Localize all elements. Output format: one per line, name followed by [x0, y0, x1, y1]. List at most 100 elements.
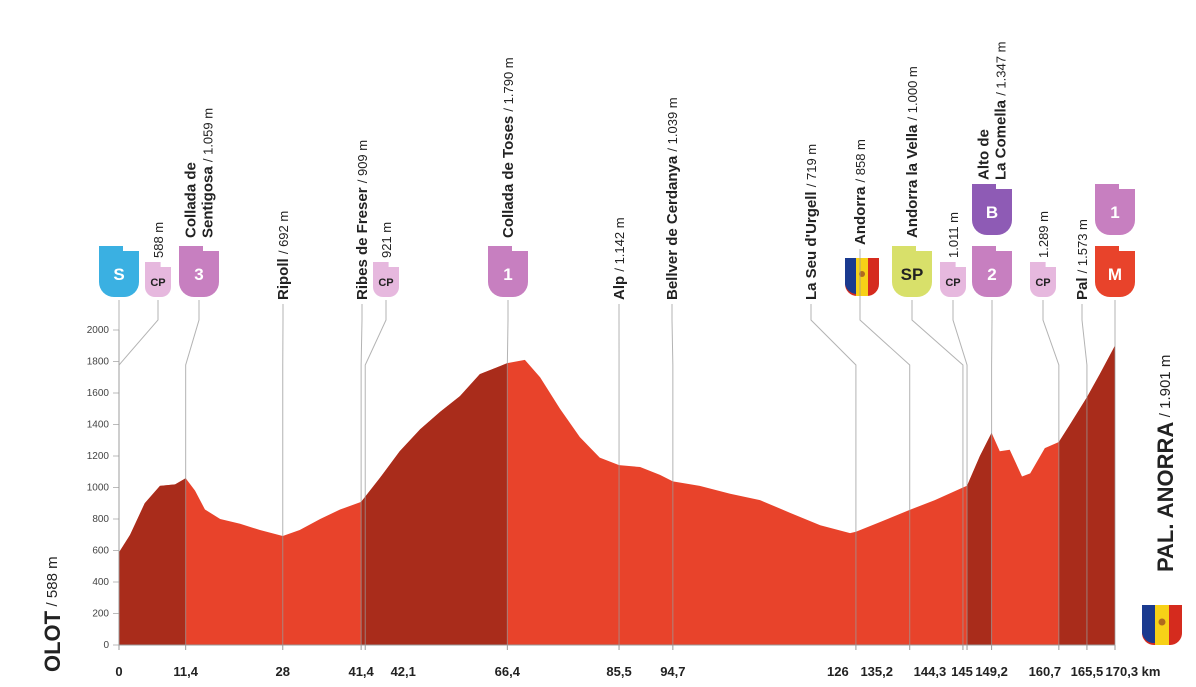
place-altitude: / 588 m: [44, 556, 61, 606]
waypoint-altitude: / 692 m: [276, 211, 291, 254]
icon: 1: [488, 246, 528, 297]
x-tick-label: 66,4: [495, 664, 521, 679]
place-label: PAL. ANORRA / 1.901 m: [1153, 355, 1178, 572]
place-label: OLOT / 588 m: [40, 556, 65, 672]
waypoint-name: Collada de: [182, 162, 199, 238]
waypoint-altitude: 1.289 m: [1036, 211, 1051, 258]
icon-label: CP: [150, 277, 165, 289]
icon-shape: [488, 251, 528, 297]
x-tick-label: 41,4: [348, 664, 374, 679]
icon: CP: [145, 262, 171, 297]
icon-shape: [940, 267, 966, 297]
waypoint-altitude: / 1.000 m: [905, 66, 920, 120]
icon-label: CP: [378, 277, 393, 289]
y-tick-label: 1400: [87, 420, 110, 431]
y-tick-label: 0: [103, 640, 109, 651]
icon-shape: [1030, 267, 1056, 297]
waypoint-label: 1.289 m: [1036, 211, 1051, 258]
waypoint-label: Bellver de Cerdanya / 1.039 m: [664, 97, 681, 300]
waypoint-altitude: / 1.790 m: [501, 57, 516, 111]
icon-shape: [1095, 189, 1135, 235]
waypoint-name: Pal: [1074, 277, 1091, 300]
waypoint-name: La Comella: [992, 99, 1009, 180]
icon-notch: [488, 246, 512, 251]
x-tick-label: 85,5: [606, 664, 631, 679]
waypoint-line: [1081, 304, 1088, 645]
icon-label: 1: [1110, 203, 1119, 222]
y-tick-label: 200: [92, 609, 109, 620]
waypoint-line: [118, 300, 159, 645]
waypoint-line: [671, 304, 674, 645]
y-tick-label: 600: [92, 546, 109, 557]
icon-shape: [179, 251, 219, 297]
icon-label: 3: [194, 265, 203, 284]
waypoint-altitude: / 1.059 m: [200, 108, 215, 162]
icon-notch: [892, 246, 916, 251]
x-tick-label: 42,1: [391, 664, 416, 679]
icon-shape: [99, 251, 139, 297]
icon-shape: [892, 251, 932, 297]
x-tick-label: 94,7: [660, 664, 685, 679]
place-name: PAL. ANORRA: [1153, 422, 1178, 572]
x-tick-label: 149,2: [975, 664, 1008, 679]
waypoint-line: [952, 300, 968, 645]
y-tick-label: 800: [92, 514, 109, 525]
waypoint-label: Andorra / 858 m: [852, 139, 869, 245]
icon: CP: [1030, 262, 1056, 297]
waypoint-label: Collada de Toses / 1.790 m: [500, 57, 517, 238]
waypoint-altitude: / 858 m: [853, 139, 868, 182]
waypoint-label: La Seu d'Urgell / 719 m: [803, 144, 820, 300]
x-tick-label: 11,4: [173, 664, 198, 679]
waypoint-name: Collada de Toses: [500, 116, 517, 238]
waypoint-altitude: / 1.039 m: [665, 97, 680, 151]
waypoint-line: [810, 304, 857, 645]
x-tick-label: 28: [276, 664, 290, 679]
waypoint-altitude: / 1.142 m: [612, 217, 627, 271]
icon: S: [99, 246, 139, 297]
x-tick-label: 160,7: [1029, 664, 1062, 679]
icon-label: CP: [1035, 277, 1050, 289]
waypoint-label: Sentigosa / 1.059 m: [199, 108, 216, 238]
icon-notch: [179, 246, 203, 251]
icon: B: [972, 184, 1012, 235]
waypoint-altitude: / 909 m: [355, 140, 370, 183]
waypoint-label: Pal / 1.573 m: [1074, 219, 1091, 300]
icon-shape: [145, 267, 171, 297]
icon-notch: [1095, 246, 1119, 251]
waypoint-name: Bellver de Cerdanya: [664, 155, 681, 300]
waypoint-name: Alp: [611, 276, 628, 300]
icon: 1: [1095, 184, 1135, 235]
waypoint-altitude: / 719 m: [804, 144, 819, 187]
x-tick-label: 0: [115, 664, 122, 679]
icon-notch: [1030, 262, 1046, 267]
waypoint-label: Collada de: [182, 162, 199, 238]
place-altitude: / 1.901 m: [1157, 355, 1174, 418]
waypoint-altitude: / 1.347 m: [993, 42, 1008, 96]
icon-label: S: [113, 265, 124, 284]
waypoint-label: La Comella / 1.347 m: [992, 42, 1009, 180]
icon-shape: [1095, 251, 1135, 297]
icon-label: CP: [945, 277, 960, 289]
icon-notch: [1095, 184, 1119, 189]
waypoint-label: Ribes de Freser / 909 m: [354, 140, 371, 300]
icon: CP: [373, 262, 399, 297]
y-tick-label: 400: [92, 577, 109, 588]
waypoint-label: 588 m: [151, 222, 166, 258]
waypoint-altitude: / 1.573 m: [1075, 219, 1090, 273]
waypoint-label: Alp / 1.142 m: [611, 217, 628, 300]
y-tick-label: 2000: [87, 325, 110, 336]
waypoint-name: Ripoll: [275, 258, 292, 300]
waypoint-name: Alto de: [975, 129, 992, 180]
waypoint-label: Ripoll / 692 m: [275, 211, 292, 300]
icon: 2: [972, 246, 1012, 297]
icon-notch: [373, 262, 389, 267]
y-tick-label: 1800: [87, 357, 110, 368]
icon-notch: [940, 262, 956, 267]
waypoint-name: La Seu d'Urgell: [803, 191, 820, 300]
waypoint-label: Alto de: [975, 129, 992, 180]
waypoint-name: Andorra: [852, 186, 869, 245]
icon-notch: [972, 184, 996, 189]
icon-label: 2: [987, 265, 996, 284]
waypoint-line: [364, 300, 387, 645]
